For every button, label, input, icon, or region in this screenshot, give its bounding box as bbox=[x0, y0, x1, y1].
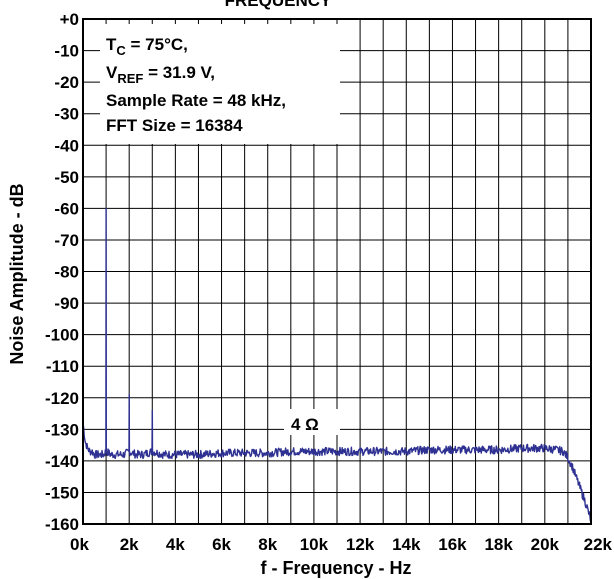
y-tick-label: -40 bbox=[54, 136, 79, 155]
y-tick-label: -130 bbox=[45, 420, 79, 439]
x-tick-label: 0k bbox=[70, 535, 89, 554]
series-label-background bbox=[284, 409, 340, 435]
x-tick-label: 16k bbox=[438, 535, 467, 554]
x-tick-label: 2k bbox=[120, 535, 139, 554]
series-label: 4 Ω bbox=[291, 415, 319, 434]
y-tick-label: -30 bbox=[54, 105, 79, 124]
annotation-background bbox=[100, 24, 340, 144]
plot-frame bbox=[82, 18, 592, 525]
annotation-line-4: FFT Size = 16384 bbox=[106, 116, 243, 135]
series-group bbox=[82, 207, 592, 522]
annotation-line-3: Sample Rate = 48 kHz, bbox=[106, 91, 286, 110]
x-tick-label: 14k bbox=[392, 535, 421, 554]
x-tick-label: 12k bbox=[346, 535, 375, 554]
y-tick-label: -140 bbox=[45, 452, 79, 471]
annotation-line-1: TC = 75°C, bbox=[106, 35, 188, 58]
x-tick-label: 20k bbox=[531, 535, 560, 554]
y-tick-label: +0 bbox=[60, 10, 79, 29]
y-tick-label: -70 bbox=[54, 231, 79, 250]
y-tick-label: -100 bbox=[45, 326, 79, 345]
x-tick-label: 10k bbox=[300, 535, 329, 554]
y-tick-label: -160 bbox=[45, 515, 79, 534]
noise-series-line bbox=[82, 207, 592, 522]
y-tick-label: -110 bbox=[46, 357, 79, 376]
x-tick-labels: 0k 2k 4k 6k 8k 10k 12k 14k 16k 18k 20k 22k bbox=[70, 535, 613, 554]
y-tick-label: -60 bbox=[54, 199, 79, 218]
y-tick-label: -120 bbox=[45, 389, 79, 408]
annotation-line-2: VREF = 31.9 V, bbox=[106, 63, 215, 86]
y-tick-labels: +0 -10 -20 -30 -40 -50 -60 -70 -80 -90 -100 -110 -12… bbox=[45, 10, 79, 534]
x-tick-label: 18k bbox=[484, 535, 513, 554]
x-tick-label: 22k bbox=[584, 535, 613, 554]
y-tick-label: -20 bbox=[54, 73, 79, 92]
y-tick-label: -90 bbox=[54, 294, 79, 313]
y-axis-title: Noise Amplitude - dB bbox=[7, 183, 27, 364]
y-tick-label: -50 bbox=[54, 168, 79, 187]
x-tick-label: 6k bbox=[212, 535, 231, 554]
y-tick-label: -150 bbox=[45, 483, 79, 502]
x-axis-title: f - Frequency - Hz bbox=[260, 558, 411, 578]
chart-title: FREQUENCY bbox=[225, 0, 332, 10]
y-tick-label: -80 bbox=[54, 263, 79, 282]
annotation-box: TC = 75°C, VREF = 31.9 V, Sample Rate = … bbox=[100, 24, 340, 144]
y-tick-label: -10 bbox=[54, 42, 79, 61]
x-tick-label: 4k bbox=[166, 535, 185, 554]
x-tick-label: 8k bbox=[258, 535, 277, 554]
